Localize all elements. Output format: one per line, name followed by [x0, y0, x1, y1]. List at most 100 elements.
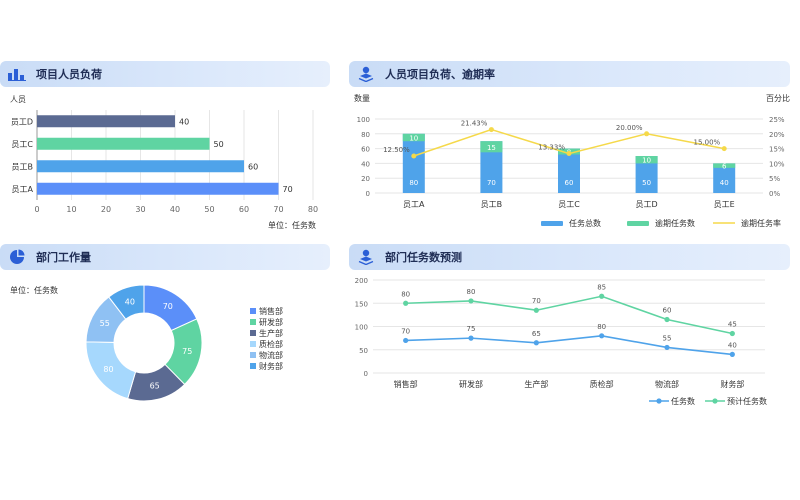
data-label: 45: [728, 320, 737, 328]
series-point: [664, 316, 670, 323]
x-tick-label: 60: [239, 205, 249, 214]
x-tick-label: 80: [308, 205, 318, 214]
y-tick-label: 100: [355, 324, 368, 332]
unit-note: 单位：任务数: [268, 220, 316, 230]
y-tick-label: 员工D: [11, 117, 33, 126]
rate-point: [644, 131, 650, 137]
y-axis-label: 人员: [10, 95, 26, 104]
slice-label: 75: [182, 347, 192, 356]
pie-slice: [108, 284, 145, 320]
data-label: 75: [467, 325, 476, 333]
series-point: [729, 351, 735, 357]
data-label: 55: [663, 334, 672, 342]
y-right-tick-label: 20%: [769, 131, 785, 139]
rate-label: 15.00%: [693, 139, 720, 147]
x-tick-label: 50: [204, 205, 214, 214]
legend-label: 逾期任务数: [655, 218, 695, 228]
staff-overdue-chart: 数量 百分比 0 20 40 60 80 100 0% 5% 10% 15% 20% 25% 10 80 员工A…: [354, 93, 790, 228]
y-tick-label: 200: [355, 277, 368, 285]
series-line: [405, 295, 733, 335]
rate-label: 13.33%: [538, 144, 565, 152]
y-tick-label: 0: [364, 370, 368, 378]
x-tick-label: 员工D: [636, 200, 658, 209]
x-tick-label: 物流部: [655, 379, 679, 389]
panel-header-dept-workload: 部门工作量: [0, 244, 330, 270]
y-tick-label: 150: [355, 300, 368, 308]
y-tick-label: 40: [361, 160, 370, 168]
bar-total: [713, 163, 736, 193]
x-tick-label: 20: [101, 205, 111, 214]
series-point: [403, 300, 409, 306]
panel-header-dept-forecast: 部门任务数预测: [349, 244, 790, 270]
x-tick-label: 研发部: [459, 379, 483, 389]
legend-label: 预计任务数: [727, 396, 767, 406]
x-tick-label: 40: [170, 205, 180, 214]
data-label-total: 60: [565, 179, 574, 187]
y-tick-label: 0: [366, 190, 370, 198]
user-stack-icon: [355, 248, 377, 266]
bar-total: [402, 133, 425, 193]
y-tick-label: 80: [361, 131, 370, 139]
y-tick-label: 员工C: [11, 140, 33, 149]
y-axis-label: 数量: [354, 93, 370, 103]
series-point: [468, 335, 474, 341]
series-point: [664, 344, 670, 351]
legend-label: 销售部: [259, 306, 283, 316]
slice-label: 40: [125, 297, 135, 306]
legend-swatch: [250, 341, 256, 347]
series-point: [729, 330, 735, 337]
series-point: [599, 293, 605, 299]
x-tick-label: 员工C: [558, 200, 580, 209]
y-right-tick-label: 15%: [769, 146, 785, 154]
data-label: 80: [401, 290, 410, 298]
legend-swatch: [250, 319, 256, 325]
data-label-total: 40: [720, 179, 729, 187]
bar: [37, 182, 279, 195]
x-tick-label: 30: [135, 205, 145, 214]
x-tick-label: 10: [66, 205, 76, 214]
data-label: 40: [179, 117, 189, 126]
x-tick-label: 员工B: [481, 200, 503, 209]
bar-total: [635, 156, 658, 193]
data-label: 65: [532, 330, 541, 338]
y-right-tick-label: 0%: [769, 190, 780, 198]
data-label-overdue: 15: [487, 144, 496, 152]
rate-label: 20.00%: [616, 124, 643, 132]
panel-title: 部门工作量: [36, 251, 91, 264]
legend-label: 财务部: [259, 361, 283, 371]
series-point: [468, 298, 474, 304]
bar-overdue: [635, 156, 658, 164]
legend-swatch: [250, 308, 256, 314]
legend-swatch-point: [656, 398, 662, 404]
x-tick-label: 财务部: [720, 379, 744, 389]
panel-title: 部门任务数预测: [385, 251, 462, 264]
y-tick-label: 员工A: [12, 185, 34, 194]
series-point: [599, 333, 605, 339]
bar: [37, 115, 175, 128]
panel-title: 人员项目负荷、逾期率: [385, 68, 495, 81]
y-tick-label: 60: [361, 146, 370, 154]
rate-point: [721, 146, 727, 152]
data-label: 60: [248, 162, 258, 171]
x-tick-label: 员工A: [403, 200, 425, 209]
unit-note: 单位：任务数: [10, 285, 58, 295]
y-right-tick-label: 10%: [769, 160, 785, 168]
series-point: [403, 337, 409, 344]
x-tick-label: 0: [34, 205, 39, 214]
x-tick-label: 销售部: [394, 379, 418, 389]
bar: [37, 160, 244, 173]
legend-swatch-point: [712, 398, 718, 404]
dept-forecast-chart: 0 50 100 150 200 销售部 研发部 生产部 质检部 物流部 财务部 70 75 65 80 55…: [355, 277, 767, 406]
rate-point: [566, 151, 572, 157]
panel-header-staff-load: 项目人员负荷: [0, 61, 330, 87]
data-label: 85: [597, 283, 606, 291]
legend-label: 研发部: [259, 317, 283, 327]
legend-label: 任务总数: [569, 218, 601, 228]
data-label: 60: [663, 307, 672, 315]
data-label: 80: [597, 323, 606, 331]
panel-title: 项目人员负荷: [36, 68, 102, 81]
x-tick-label: 70: [273, 205, 283, 214]
bar-overdue: [713, 163, 736, 168]
legend-label: 生产部: [259, 328, 283, 338]
